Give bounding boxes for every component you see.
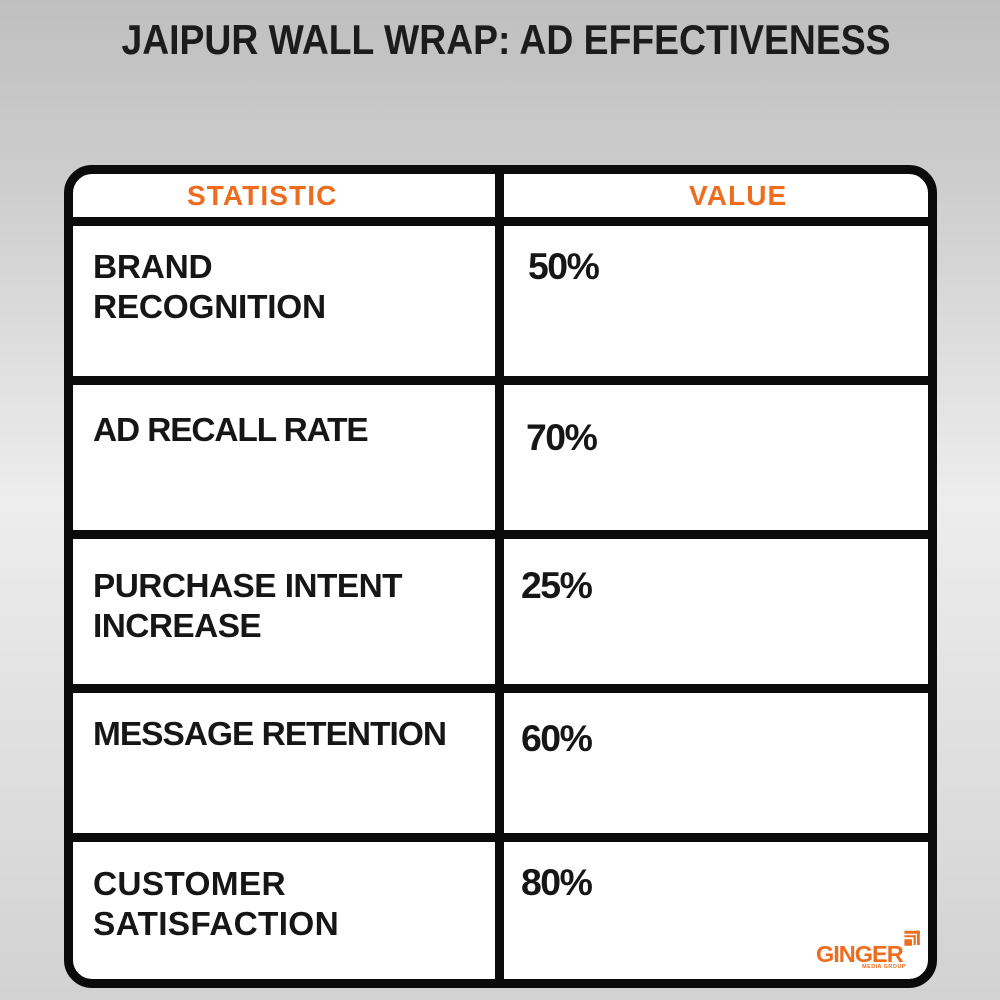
svg-text:GINGER: GINGER [816, 941, 904, 967]
svg-text:MEDIA GROUP: MEDIA GROUP [862, 964, 906, 970]
